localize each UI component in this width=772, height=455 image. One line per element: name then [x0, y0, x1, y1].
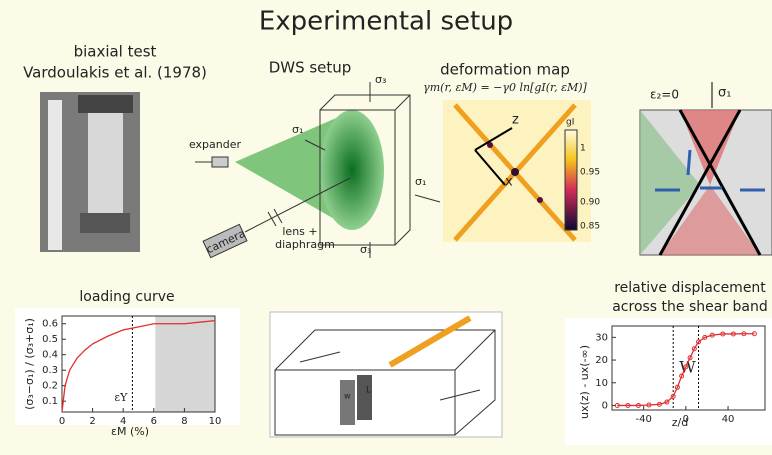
label: expander [189, 138, 242, 151]
shaded-region [155, 316, 215, 412]
y-tick-label: 30 [595, 332, 608, 343]
shear-diagram [270, 312, 502, 437]
block-diagram [640, 82, 772, 255]
photo [40, 92, 140, 252]
y-tick-label: 0.1 [42, 396, 58, 407]
panel-title: deformation map [440, 61, 570, 79]
panel-title: Vardoulakis et al. (1978) [23, 64, 207, 82]
x-tick-label: 0 [59, 416, 65, 427]
y-tick-label: 0.5 [42, 334, 58, 345]
y-tick-label: 0.2 [42, 381, 58, 392]
colorbar-tick: 1 [580, 144, 586, 154]
y-tick-label: 0.6 [42, 319, 58, 330]
colorbar-label: gI [566, 118, 574, 128]
label: σ₃ [360, 243, 371, 256]
x-tick-label: 0 [683, 414, 689, 425]
y-axis-label: (σ₃−σ₁) / (σ₃+σ₁) [23, 318, 36, 410]
y-tick-label: 0.3 [42, 365, 58, 376]
colorbar-tick: 0.90 [580, 198, 600, 208]
panel-title: DWS setup [269, 59, 352, 77]
x-tick-label: -40 [635, 414, 651, 425]
x-tick-label: 10 [209, 416, 222, 427]
label: σ₁ [292, 123, 303, 136]
label: diaphragm [275, 238, 335, 251]
x-tick-label: 8 [181, 416, 187, 427]
y-axis-label: ux(z) - ux(-∞) [578, 345, 591, 419]
colorbar-tick: 0.85 [580, 222, 600, 232]
axis-label: z [512, 113, 519, 128]
marker-label: εY [114, 391, 128, 404]
axis-label: x [505, 175, 513, 190]
label: ε₂=0 [650, 88, 679, 102]
y-tick-label: 0 [602, 400, 608, 411]
x-axis-label: εM (%) [111, 425, 149, 438]
label: w [344, 392, 351, 401]
chart-title: relative displacement [614, 280, 766, 296]
x-tick-label: 2 [89, 416, 95, 427]
x-tick-label: 40 [722, 414, 735, 425]
panel-title: biaxial test [74, 43, 157, 61]
slide: Experimental setup biaxial test Vardoula… [0, 0, 772, 455]
slide-title: Experimental setup [259, 7, 513, 37]
label: σ₁ [415, 175, 426, 188]
y-tick-label: 10 [595, 378, 608, 389]
label: L [366, 386, 371, 396]
chart-title: across the shear band [612, 299, 768, 315]
y-tick-label: 20 [595, 355, 608, 366]
y-tick-label: 0.4 [42, 350, 58, 361]
formula: γm(r, εM) = −γ0 ln[gI(r, εM)] [423, 81, 587, 94]
label: σ₃ [375, 73, 386, 86]
colorbar-tick: 0.95 [580, 168, 600, 178]
label: σ₁ [718, 86, 731, 101]
label: lens + [282, 225, 317, 238]
chart-title: loading curve [79, 289, 174, 305]
x-tick-label: 6 [151, 416, 157, 427]
x-tick-label: 4 [120, 416, 126, 427]
